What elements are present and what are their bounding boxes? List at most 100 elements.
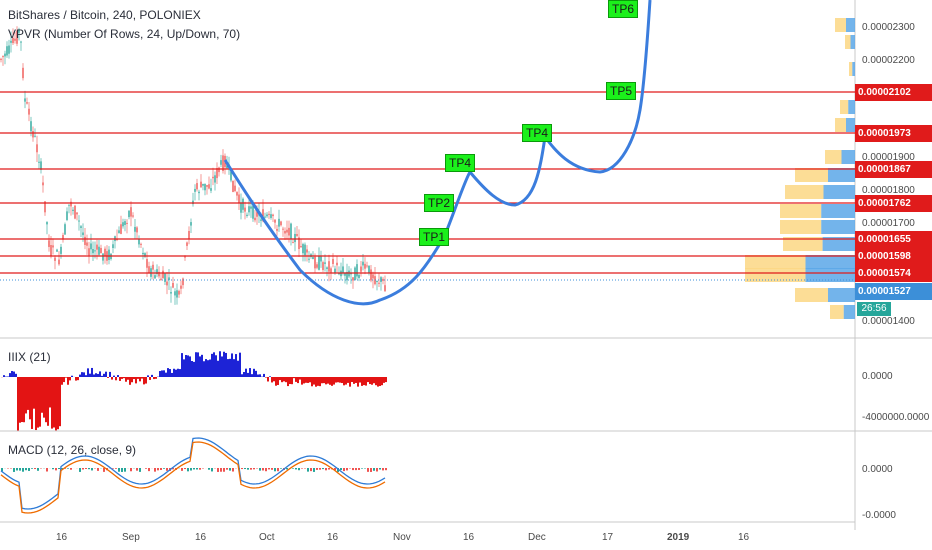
candle-body — [162, 270, 164, 279]
iiix-tick: 0.0000 — [862, 371, 893, 382]
volume-bar-down — [850, 35, 855, 49]
iiix-bar — [171, 372, 173, 377]
iiix-bar — [177, 368, 179, 377]
iiix-bar — [189, 356, 191, 377]
level-label-3[interactable]: 0.00001867 — [855, 161, 932, 178]
candle-body — [236, 192, 238, 196]
candle-body — [82, 232, 84, 236]
iiix-bar — [311, 377, 313, 387]
volume-bar-down — [846, 118, 855, 132]
macd-indicator — [0, 437, 387, 514]
candle-body — [322, 262, 324, 270]
candle-body — [76, 212, 78, 215]
iiix-bar — [45, 377, 47, 423]
volume-profile — [745, 18, 855, 319]
candle-body — [262, 209, 264, 222]
macd-histogram-bar — [19, 468, 21, 471]
macd-histogram-bar — [265, 468, 267, 472]
candle-body — [244, 207, 246, 212]
candle-body — [30, 121, 32, 132]
candle-body — [154, 275, 156, 279]
iiix-bar — [265, 377, 267, 378]
target-label-tp6[interactable]: TP6 — [608, 0, 639, 18]
macd-histogram-bar — [55, 468, 57, 471]
candle-body — [184, 256, 186, 258]
candle-body — [112, 244, 114, 249]
bar-countdown: 26:56 — [857, 302, 891, 316]
macd-histogram-bar — [358, 468, 360, 470]
level-label-4[interactable]: 0.00001762 — [855, 195, 932, 212]
iiix-bar — [49, 377, 51, 408]
candle-body — [180, 285, 182, 289]
target-label-tp5[interactable]: TP5 — [606, 82, 637, 100]
iiix-bar — [77, 377, 79, 381]
candle-body — [220, 160, 222, 165]
candle-body — [364, 263, 366, 269]
macd-histogram-bar — [259, 468, 261, 471]
macd-histogram-bar — [328, 468, 330, 470]
iiix-bar — [87, 368, 89, 377]
target-label-tp1[interactable]: TP1 — [419, 228, 450, 246]
candle-body — [346, 271, 348, 281]
iiix-bar — [51, 377, 53, 429]
iiix-bar — [101, 375, 103, 377]
iiix-bar — [317, 377, 319, 386]
candle-body — [102, 253, 104, 261]
iiix-bar — [303, 377, 305, 384]
iiix-bar — [163, 370, 165, 377]
candle-body — [118, 230, 120, 234]
target-label-tp2[interactable]: TP2 — [424, 194, 455, 212]
macd-histogram-bar — [115, 468, 117, 469]
macd-histogram-bar — [97, 468, 99, 471]
candle-body — [66, 211, 68, 220]
target-label-tp4b[interactable]: TP4 — [522, 124, 553, 142]
time-tick: Oct — [259, 532, 275, 543]
projection-curve[interactable] — [223, 0, 652, 306]
candle-body — [264, 216, 266, 218]
level-label-6[interactable]: 0.00001598 — [855, 248, 932, 265]
macd-histogram-bar — [13, 468, 15, 472]
candle-body — [80, 226, 82, 228]
iiix-bar — [59, 377, 61, 427]
iiix-bar — [159, 371, 161, 377]
level-label-2[interactable]: 0.00001973 — [855, 125, 932, 142]
iiix-bar — [323, 377, 325, 384]
volume-bar-up — [830, 305, 844, 319]
macd-histogram-bar — [22, 468, 24, 472]
vpvr-label[interactable]: VPVR (Number Of Rows, 24, Up/Down, 70) — [8, 27, 241, 41]
level-label-7[interactable]: 0.00001574 — [855, 265, 932, 282]
macd-histogram-bar — [157, 468, 159, 471]
iiix-bar — [347, 377, 349, 383]
iiix-bar — [47, 377, 49, 426]
candle-body — [144, 253, 146, 257]
level-label-1[interactable]: 0.00002102 — [855, 84, 932, 101]
iiix-bar — [57, 377, 59, 430]
candle-body — [168, 277, 170, 281]
iiix-bar — [53, 377, 55, 428]
iiix-bar — [299, 377, 301, 380]
candle-body — [68, 204, 70, 206]
iiix-bar — [223, 351, 225, 377]
iiix-bar — [315, 377, 317, 387]
last-price-label[interactable]: 0.00001527 — [855, 283, 932, 300]
candle-body — [6, 46, 8, 56]
iiix-label[interactable]: IIIX (21) — [8, 350, 51, 364]
iiix-bar — [187, 355, 189, 377]
target-label-tp4a[interactable]: TP4 — [445, 154, 476, 172]
candle-body — [164, 273, 166, 282]
candle-body — [230, 170, 232, 181]
iiix-bar — [173, 368, 175, 377]
macd-histogram-bar — [313, 468, 315, 472]
iiix-bar — [31, 377, 33, 429]
candle-body — [320, 256, 322, 262]
level-label-5[interactable]: 0.00001655 — [855, 231, 932, 248]
iiix-bar — [251, 374, 253, 377]
candle-body — [254, 217, 256, 221]
iiix-bar — [145, 377, 147, 384]
macd-label[interactable]: MACD (12, 26, close, 9) — [8, 443, 137, 457]
iiix-bar — [167, 368, 169, 377]
macd-histogram-bar — [58, 468, 60, 470]
macd-histogram-bar — [271, 468, 273, 470]
